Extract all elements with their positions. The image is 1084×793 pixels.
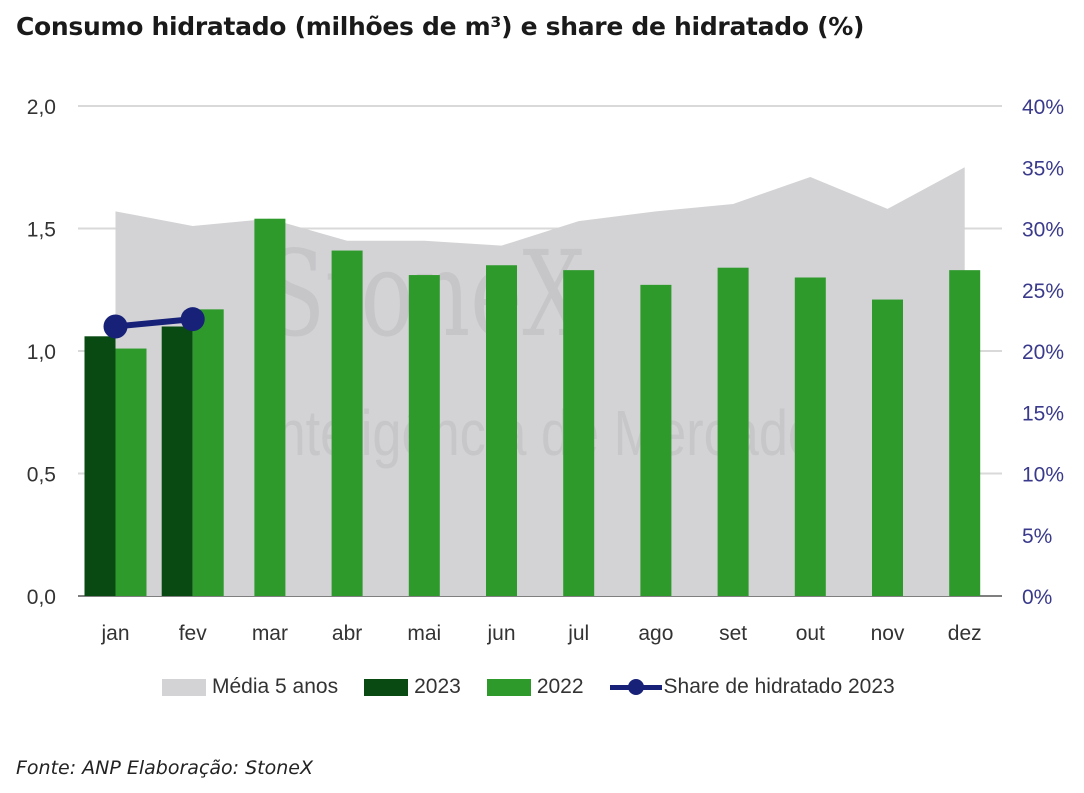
source-note: Fonte: ANP Elaboração: StoneX — [16, 757, 313, 779]
x-tick-jan: jan — [100, 622, 129, 645]
x-tick-dez: dez — [948, 622, 982, 645]
bar-2022-ago — [640, 284, 672, 596]
legend-label-2022: 2022 — [536, 675, 584, 698]
x-tick-mai: mai — [407, 622, 441, 645]
bar-2022-jun — [486, 265, 517, 596]
chart-title: Consumo hidratado (milhões de m³) e shar… — [16, 12, 865, 41]
x-tick-mar: mar — [252, 622, 288, 645]
share-line — [103, 307, 205, 339]
legend: Média 5 anos 2023 2022 Share de hidratad… — [162, 672, 921, 702]
y-tick-right: 20% — [1022, 341, 1064, 364]
bars — [84, 218, 981, 597]
x-tick-jul: jul — [567, 622, 589, 645]
legend-item-share: Share de hidratado 2023 — [609, 675, 895, 699]
y-tick-left: 2,0 — [27, 96, 56, 119]
share-point-jan — [103, 314, 128, 339]
y-tick-left: 1,5 — [27, 219, 56, 242]
legend-label-media: Média 5 anos — [212, 675, 339, 698]
y-tick-right: 10% — [1022, 464, 1064, 487]
x-tick-set: set — [719, 622, 747, 645]
bar-2022-jan — [115, 348, 147, 596]
bar-2023-fev — [161, 326, 193, 596]
share-line-path — [115, 316, 193, 330]
bar-2022-dez — [949, 270, 981, 596]
legend-swatch-media — [162, 678, 206, 696]
share-point-fev — [180, 307, 205, 332]
bar-2022-fev — [192, 309, 224, 596]
bar-2023-jan — [84, 336, 116, 596]
y-tick-right: 25% — [1022, 280, 1064, 303]
y-axis-right: 0% 5% 10% 15% 20% 25% 30% 35% 40% — [1022, 96, 1064, 609]
y-tick-left: 1,0 — [27, 341, 56, 364]
legend-swatch-share — [609, 677, 662, 697]
bar-2022-mai — [408, 275, 440, 596]
legend-label-2023: 2023 — [414, 675, 461, 698]
legend-swatch-2023 — [364, 678, 409, 696]
bar-2022-out — [794, 277, 826, 596]
x-tick-nov: nov — [871, 622, 905, 645]
x-tick-jun: jun — [486, 622, 515, 645]
bar-2022-set — [717, 267, 749, 596]
bar-2022-abr — [331, 250, 363, 597]
y-axis-left: 0,0 0,5 1,0 1,5 2,0 — [27, 96, 56, 609]
y-tick-right: 15% — [1022, 402, 1064, 425]
x-tick-fev: fev — [179, 622, 208, 645]
y-tick-right: 5% — [1022, 525, 1052, 548]
legend-swatch-2022 — [486, 678, 531, 696]
legend-item-2023: 2023 — [364, 675, 461, 699]
legend-label-share: Share de hidratado 2023 — [663, 675, 895, 698]
x-axis: jan fev mar abr mai jun jul ago set out nov dez — [100, 622, 981, 645]
legend-item-2022: 2022 — [486, 675, 584, 699]
x-tick-out: out — [796, 622, 825, 645]
y-tick-left: 0,0 — [27, 586, 56, 609]
y-tick-left: 0,5 — [27, 464, 56, 487]
x-tick-ago: ago — [638, 622, 673, 645]
bar-2022-mar — [254, 218, 286, 596]
y-tick-right: 30% — [1022, 219, 1064, 242]
area-media-5-anos — [115, 167, 965, 596]
legend-item-media: Média 5 anos — [162, 675, 338, 699]
y-tick-right: 0% — [1022, 586, 1052, 609]
y-tick-right: 40% — [1022, 96, 1064, 119]
bar-2022-nov — [872, 299, 903, 596]
x-tick-abr: abr — [332, 622, 362, 645]
bar-2022-jul — [563, 270, 595, 596]
y-tick-right: 35% — [1022, 157, 1064, 180]
